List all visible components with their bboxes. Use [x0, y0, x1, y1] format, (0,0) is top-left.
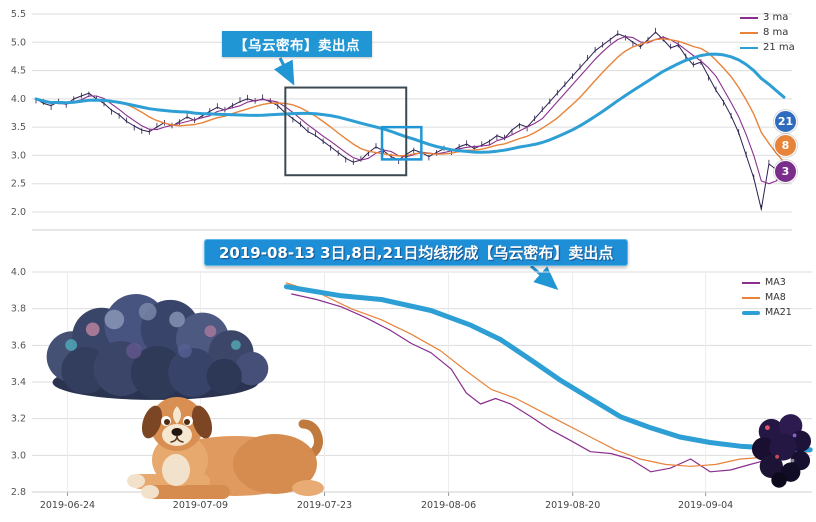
legend-label-3ma: 3 ma [763, 12, 789, 23]
dark-cloud-region-box [284, 86, 408, 177]
ma8-line [35, 38, 785, 163]
legend-item-MA21: MA21 [742, 307, 792, 318]
top-y-tick-label: 3.0 [11, 150, 26, 161]
legend-item-MA3: MA3 [742, 277, 792, 288]
ma3-line-swatch [740, 16, 758, 19]
bottom-y-tick-label: 3.2 [11, 414, 26, 425]
dark-cloud-art [751, 414, 812, 488]
ma8-badge-label: 8 [781, 139, 790, 153]
bottom-ma8-swatch [742, 296, 760, 299]
top-y-tick-label: 3.5 [11, 122, 26, 133]
legend-label-21ma: 21 ma [763, 42, 795, 53]
price-line [35, 31, 785, 210]
bottom-x-tick-label: 2019-09-04 [678, 500, 733, 511]
ma21-value-badge: 21 [774, 109, 797, 133]
signal-banner: 2019-08-13 3日,8日,21日均线形成【乌云密布】卖出点 [204, 239, 629, 266]
bottom-chart-legend: MA3 MA8 MA21 [742, 277, 792, 318]
bottom-y-tick-label: 3.0 [11, 450, 26, 461]
bottom-ma3-swatch [742, 281, 760, 284]
top-y-tick-label: 2.0 [11, 207, 26, 218]
bottom-y-tick-label: 3.6 [11, 340, 26, 351]
dog-art [127, 397, 324, 499]
top-y-tick-label: 5.0 [11, 37, 26, 48]
bottom-ma21-line [283, 284, 813, 453]
ma8-line-swatch [740, 31, 758, 34]
sell-point-callout: 【乌云密布】卖出点 [222, 31, 372, 57]
bottom-x-tick-label: 2019-08-06 [421, 500, 476, 511]
storm-cloud-art [46, 294, 269, 400]
dog-illustration [80, 388, 330, 507]
bottom-ma3-line [291, 293, 811, 473]
bottom-y-tick-label: 3.8 [11, 304, 26, 315]
legend-item-8ma: 8 ma [740, 27, 795, 38]
banner-arrow [530, 264, 559, 290]
legend-item-3ma: 3 ma [740, 12, 795, 23]
legend-item-MA8: MA8 [742, 292, 792, 303]
legend-label-MA21: MA21 [765, 307, 792, 318]
bottom-y-tick-label: 2.8 [11, 487, 26, 498]
top-chart-legend: 3 ma 8 ma 21 ma [740, 12, 795, 53]
legend-label-MA3: MA3 [765, 277, 786, 288]
callout-text: 【乌云密布】卖出点 [234, 38, 360, 54]
top-y-tick-label: 4.5 [11, 66, 26, 77]
bottom-y-tick-label: 3.4 [11, 377, 26, 388]
dark-cloud-illustration [750, 406, 812, 492]
bottom-y-tick-label: 4.0 [11, 267, 26, 278]
bottom-x-tick-label: 2019-08-20 [545, 500, 600, 511]
ma3-badge-label: 3 [781, 164, 790, 178]
legend-label-8ma: 8 ma [763, 27, 789, 38]
top-y-tick-label: 2.5 [11, 179, 26, 190]
storm-cloud-illustration [28, 286, 283, 408]
ma21-line [34, 52, 786, 154]
legend-label-MA8: MA8 [765, 292, 786, 303]
bottom-ma21-swatch [742, 310, 760, 315]
top-y-tick-label: 4.0 [11, 94, 26, 105]
ma3-line [35, 36, 785, 185]
top-y-tick-label: 5.5 [11, 9, 26, 20]
ma21-badge-label: 21 [777, 114, 794, 128]
bottom-x-tick-label: 2019-06-24 [40, 500, 95, 511]
sell-signal-zoom-box [380, 125, 423, 161]
callout-arrow [273, 57, 295, 86]
ma21-line-swatch [740, 46, 758, 49]
ma8-value-badge: 8 [774, 134, 797, 158]
bottom-x-tick-label: 2019-07-09 [173, 500, 228, 511]
bottom-x-tick-label: 2019-07-23 [297, 500, 352, 511]
legend-item-21ma: 21 ma [740, 42, 795, 53]
ma3-value-badge: 3 [774, 159, 797, 183]
bottom-ma8-line [285, 282, 811, 467]
banner-text: 2019-08-13 3日,8日,21日均线形成【乌云密布】卖出点 [219, 244, 614, 262]
